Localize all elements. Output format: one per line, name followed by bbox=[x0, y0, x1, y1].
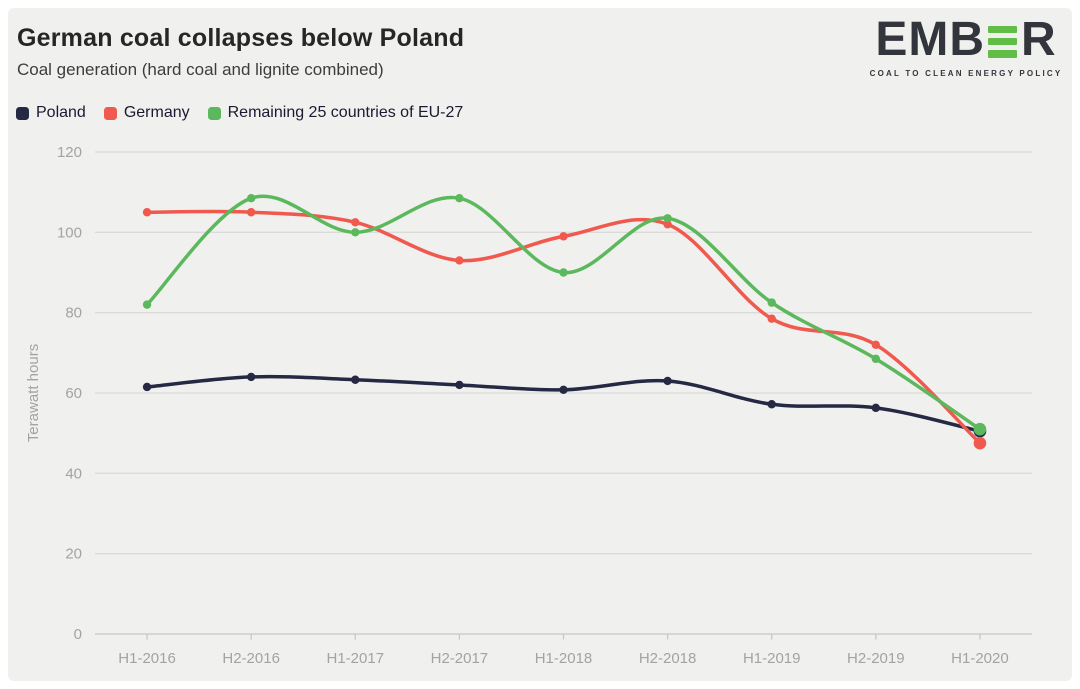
point-germany-H1-2018[interactable] bbox=[559, 232, 568, 241]
legend-swatch-poland bbox=[16, 106, 29, 120]
point-remaining-H1-2020[interactable] bbox=[973, 422, 987, 436]
x-tick-label: H1-2017 bbox=[327, 650, 385, 667]
x-tick-label: H1-2016 bbox=[118, 650, 176, 667]
legend-label-germany: Germany bbox=[123, 104, 190, 121]
chart-legend: Poland Germany Remaining 25 countries of E… bbox=[16, 104, 463, 122]
point-poland-H2-2018[interactable] bbox=[663, 376, 672, 386]
point-remaining-H1-2017[interactable] bbox=[351, 228, 360, 237]
legend-item-remaining[interactable]: Remaining 25 countries of EU-27 bbox=[207, 104, 464, 122]
ember-logo: EMB R COAL TO CLEAN ENERGY POLICY bbox=[869, 16, 1063, 79]
point-poland-H1-2017[interactable] bbox=[351, 375, 360, 384]
point-germany-H2-2019[interactable] bbox=[871, 340, 881, 349]
legend-item-poland[interactable]: Poland bbox=[16, 104, 86, 122]
legend-label-poland: Poland bbox=[36, 104, 86, 121]
y-tick-label: 100 bbox=[57, 224, 82, 241]
point-remaining-H2-2017[interactable] bbox=[455, 193, 464, 203]
series-line-germany[interactable] bbox=[145, 209, 982, 445]
x-tick-label: H2-2017 bbox=[431, 650, 489, 667]
legend-swatch-remaining bbox=[207, 106, 221, 120]
point-germany-H2-2018[interactable] bbox=[663, 220, 672, 229]
point-poland-H2-2016[interactable] bbox=[246, 372, 256, 382]
x-tick-label: H2-2016 bbox=[222, 650, 280, 667]
legend-swatch-germany bbox=[103, 106, 117, 120]
x-tick-label: H2-2019 bbox=[847, 650, 905, 667]
point-remaining-H1-2018[interactable] bbox=[559, 268, 568, 277]
y-tick-label: 80 bbox=[65, 305, 82, 322]
point-poland-H2-2019[interactable] bbox=[871, 403, 881, 413]
point-germany-H1-2020[interactable] bbox=[973, 436, 987, 450]
point-germany-H1-2017[interactable] bbox=[351, 218, 360, 227]
series-line-poland[interactable] bbox=[145, 374, 982, 433]
y-tick-label: 20 bbox=[65, 546, 82, 563]
chart-card bbox=[8, 8, 1072, 681]
logo-text-emb: EMB bbox=[875, 13, 985, 66]
point-remaining-H2-2018[interactable] bbox=[663, 214, 672, 223]
point-remaining-H1-2019[interactable] bbox=[767, 298, 776, 307]
point-germany-H1-2019[interactable] bbox=[767, 314, 776, 323]
point-poland-H1-2019[interactable] bbox=[767, 400, 776, 409]
point-poland-H1-2016[interactable] bbox=[142, 382, 152, 392]
point-germany-H2-2016[interactable] bbox=[246, 208, 256, 217]
logo-e-bars-icon bbox=[988, 25, 1017, 58]
x-tick-label: H1-2019 bbox=[743, 650, 801, 667]
point-poland-H2-2017[interactable] bbox=[455, 380, 464, 390]
page-title: German coal collapses below Poland bbox=[17, 24, 465, 52]
point-remaining-H2-2019[interactable] bbox=[871, 354, 881, 364]
x-tick-label: H2-2018 bbox=[639, 650, 697, 667]
x-tick-label: H1-2018 bbox=[535, 650, 593, 667]
y-tick-label: 40 bbox=[65, 465, 82, 482]
y-tick-label: 0 bbox=[74, 626, 82, 643]
legend-label-remaining: Remaining 25 countries of EU-27 bbox=[227, 104, 464, 121]
y-axis-title: Terawatt hours bbox=[25, 344, 42, 442]
point-germany-H1-2016[interactable] bbox=[142, 208, 152, 217]
x-tick-label: H1-2020 bbox=[951, 650, 1009, 667]
chart-subtitle: Coal generation (hard coal and lignite c… bbox=[17, 60, 384, 79]
point-remaining-H1-2016[interactable] bbox=[142, 300, 152, 309]
logo-wordmark: EMB R bbox=[875, 16, 1056, 64]
y-tick-label: 60 bbox=[65, 385, 82, 402]
y-tick-label: 120 bbox=[57, 144, 82, 161]
logo-tagline: COAL TO CLEAN ENERGY POLICY bbox=[869, 69, 1063, 78]
logo-text-r: R bbox=[1021, 13, 1057, 66]
legend-item-germany[interactable]: Germany bbox=[103, 104, 190, 122]
point-germany-H2-2017[interactable] bbox=[455, 256, 464, 265]
point-remaining-H2-2016[interactable] bbox=[246, 193, 256, 203]
point-poland-H1-2018[interactable] bbox=[559, 385, 568, 394]
